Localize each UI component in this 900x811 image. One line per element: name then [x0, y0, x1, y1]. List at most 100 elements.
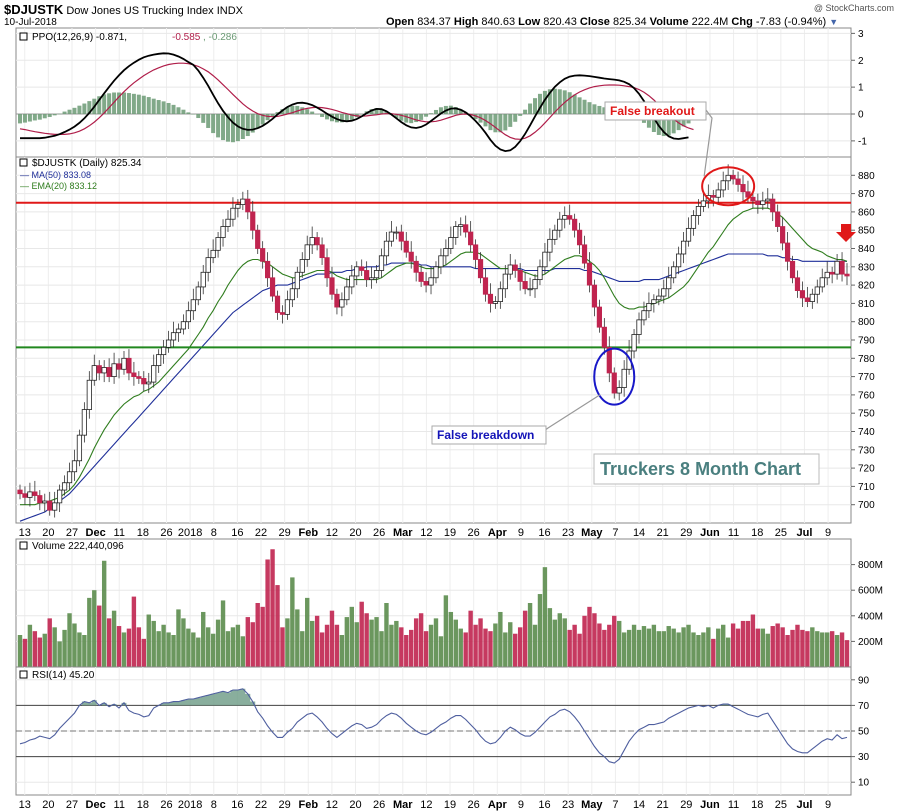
- y-tick-label: 30: [858, 752, 870, 763]
- rsi-line: [19, 688, 848, 764]
- volume-bar: [77, 632, 82, 667]
- candle-body: [487, 293, 494, 304]
- down-arrow-icon: [836, 224, 856, 242]
- volume-bar: [790, 629, 795, 667]
- candle-body: [388, 231, 395, 242]
- ppo-histogram-bar: [320, 114, 325, 117]
- volume-bar: [334, 624, 340, 667]
- volume-bar: [488, 631, 493, 667]
- x-tick-label: 13: [19, 527, 31, 539]
- x-tick-label: 29: [279, 799, 291, 811]
- ppo-histogram-bar: [201, 114, 206, 123]
- candle-body: [200, 271, 206, 288]
- volume-bar: [161, 624, 166, 667]
- false-breakdown-label: False breakdown: [437, 428, 534, 442]
- volume-value: 222.4M: [691, 16, 729, 28]
- x-tick-label: Mar: [393, 799, 413, 811]
- volume-bar: [438, 636, 444, 667]
- candle-body: [190, 299, 196, 312]
- ppo-histogram-bar: [191, 114, 196, 115]
- volume-bar: [369, 619, 374, 667]
- candle-body: [448, 237, 454, 249]
- ppo-histogram-bar: [131, 93, 136, 114]
- ppo-histogram-bar: [503, 114, 508, 131]
- candle-body: [804, 297, 810, 302]
- ppo-histogram-bar: [117, 92, 122, 114]
- volume-bar: [651, 624, 657, 667]
- ppo-histogram-bar: [186, 112, 191, 114]
- volume-bar: [379, 631, 384, 667]
- volume-bar: [696, 635, 701, 667]
- ppo-histogram-bar: [547, 89, 552, 114]
- volume-bar: [101, 560, 107, 667]
- ppo-histogram-bar: [666, 114, 671, 136]
- y-tick-label: 810: [858, 299, 875, 310]
- y-tick-label: 400M: [858, 611, 883, 622]
- x-tick-label: 18: [751, 527, 763, 539]
- candle-body: [398, 231, 404, 242]
- candle-body: [294, 271, 300, 290]
- volume-bar: [829, 631, 835, 667]
- y-tick-label: 790: [858, 336, 875, 347]
- ppo-histogram-bar: [270, 114, 275, 117]
- volume-bar: [82, 635, 87, 667]
- x-tick-label: 8: [211, 527, 217, 539]
- ppo-histogram-bar: [379, 109, 384, 114]
- x-tick-label: 16: [231, 527, 243, 539]
- low-value: 820.43: [543, 16, 577, 28]
- candle-body: [542, 251, 548, 268]
- volume-bar: [770, 626, 775, 667]
- volume-bar: [201, 611, 206, 667]
- candle-body: [755, 200, 761, 205]
- x-tick-label: 25: [775, 799, 787, 811]
- ppo-histogram-bar: [121, 92, 126, 114]
- ppo-histogram-bar: [508, 114, 513, 127]
- volume-bar: [384, 603, 389, 667]
- x-tick-label: Apr: [488, 799, 508, 811]
- chart-date: 10-Jul-2018: [4, 17, 57, 28]
- ppo-histogram-bar: [424, 114, 429, 117]
- ppo-histogram-bar: [458, 109, 463, 114]
- volume-bar: [126, 628, 132, 667]
- volume-bar: [557, 613, 562, 667]
- volume-bar: [146, 614, 151, 667]
- volume-bar: [374, 617, 379, 667]
- volume-bar: [309, 620, 315, 667]
- volume-bar: [191, 632, 196, 667]
- volume-bar: [354, 622, 359, 667]
- volume-bar: [32, 631, 38, 667]
- candle-body: [349, 275, 355, 288]
- y-tick-label: 830: [858, 262, 875, 273]
- breakout-circle: [701, 166, 756, 207]
- y-tick-label: 2: [858, 56, 864, 67]
- volume-bar: [711, 638, 716, 667]
- y-tick-label: 720: [858, 464, 875, 475]
- volume-bar: [141, 638, 147, 667]
- x-tick-label: 26: [468, 527, 480, 539]
- volume-bar: [210, 633, 216, 667]
- candle-body: [52, 502, 58, 511]
- candle-body: [685, 227, 692, 242]
- volume-bar: [235, 624, 241, 667]
- ppo-histogram-bar: [156, 100, 161, 114]
- volume-bar: [641, 626, 647, 667]
- dropdown-arrow-icon[interactable]: ▼: [829, 17, 839, 27]
- x-tick-label: 19: [444, 527, 456, 539]
- volume-bar: [834, 635, 840, 667]
- x-tick-label: May: [581, 799, 603, 811]
- volume-bar: [324, 624, 330, 667]
- candle-body: [468, 231, 474, 246]
- candle-body: [730, 174, 736, 180]
- candle-body: [269, 277, 276, 297]
- volume-bar: [92, 590, 97, 667]
- candle-body: [136, 376, 142, 379]
- x-tick-label: 20: [349, 527, 361, 539]
- volume-bar: [280, 627, 285, 667]
- volume-bar: [458, 628, 463, 667]
- ppo-histogram-bar: [97, 96, 102, 114]
- candle-body: [443, 248, 449, 257]
- candle-body: [710, 195, 716, 198]
- low-label: Low: [518, 16, 541, 28]
- volume-bar: [785, 635, 790, 667]
